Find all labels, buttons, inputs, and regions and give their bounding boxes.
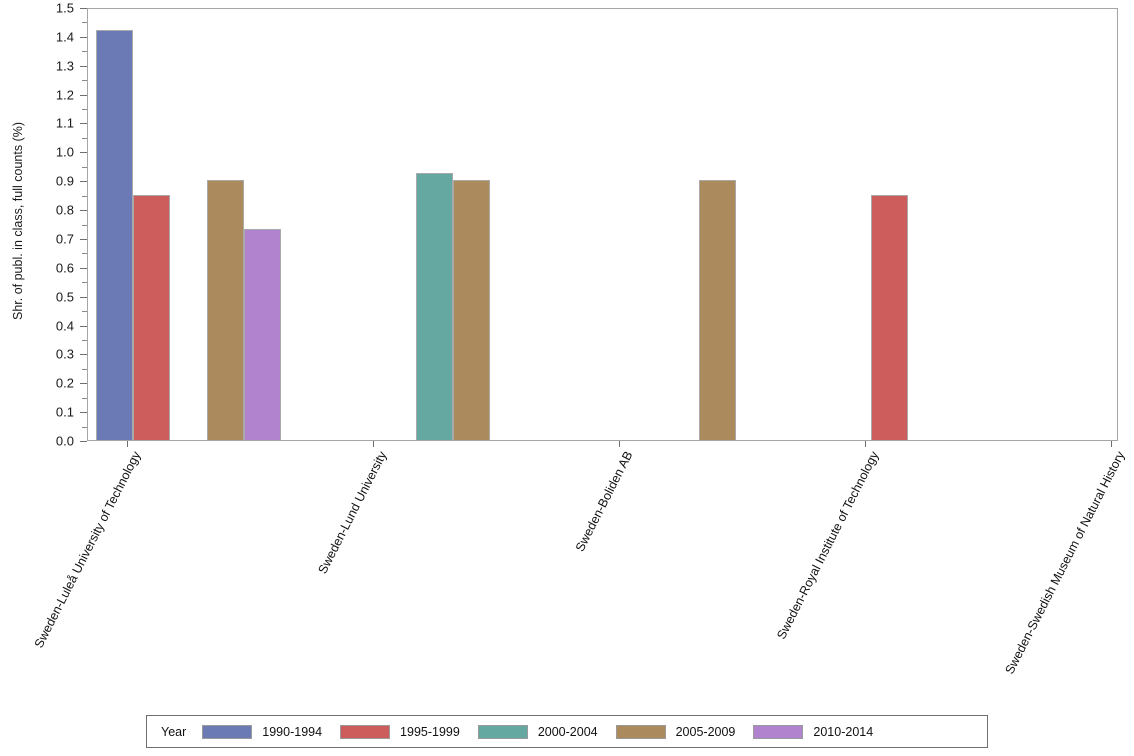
y-tick-label: 0.3 bbox=[55, 346, 74, 362]
y-tick-label: 0.2 bbox=[55, 375, 74, 391]
chart-legend: Year 1990-1994 1995-1999 2000-2004 2005-200… bbox=[146, 715, 988, 748]
y-tick-mark bbox=[80, 267, 87, 269]
y-tick-minor-mark bbox=[82, 311, 87, 313]
legend-label: 1990-1994 bbox=[262, 724, 323, 739]
y-tick-minor-mark bbox=[82, 282, 87, 284]
y-tick-minor-mark bbox=[82, 80, 87, 82]
y-tick-minor-mark bbox=[82, 51, 87, 53]
x-tick-mark bbox=[373, 441, 374, 447]
y-tick-minor-mark bbox=[82, 339, 87, 341]
legend-label: 1995-1999 bbox=[400, 724, 460, 739]
y-tick-minor-mark bbox=[82, 166, 87, 168]
y-tick-label: 0.7 bbox=[55, 231, 74, 247]
legend-swatch bbox=[340, 724, 391, 739]
y-tick-label: 1.5 bbox=[55, 0, 74, 16]
legend-swatch bbox=[202, 724, 253, 739]
x-tick-mark bbox=[865, 441, 866, 447]
y-tick-minor-mark bbox=[82, 137, 87, 139]
legend-entry[interactable]: 1990-1994 bbox=[202, 724, 323, 739]
y-tick-mark bbox=[80, 354, 87, 356]
y-tick-label: 0.6 bbox=[55, 260, 74, 276]
x-tick-label: Sweden-Luleå University of Technology bbox=[31, 449, 144, 651]
y-tick-label: 0.0 bbox=[55, 433, 74, 449]
legend-entry[interactable]: 1995-1999 bbox=[340, 724, 460, 739]
y-tick-label: 1.0 bbox=[55, 144, 74, 160]
y-tick-mark bbox=[80, 383, 87, 385]
y-tick-minor-mark bbox=[82, 397, 87, 399]
bar bbox=[133, 194, 170, 440]
y-tick-minor-mark bbox=[82, 368, 87, 370]
y-tick-mark bbox=[80, 36, 87, 38]
y-tick-minor-mark bbox=[82, 426, 87, 428]
x-tick-label: Sweden-Lund University bbox=[315, 449, 390, 577]
y-tick-mark bbox=[80, 238, 87, 240]
legend-label: 2005-2009 bbox=[675, 724, 736, 739]
bar bbox=[699, 180, 736, 440]
legend-label: 2000-2004 bbox=[537, 724, 598, 739]
y-tick-label: 0.8 bbox=[55, 202, 74, 218]
plot-area bbox=[87, 8, 1118, 441]
y-tick-label: 0.9 bbox=[55, 173, 74, 189]
y-tick-mark bbox=[80, 412, 87, 414]
y-tick-mark bbox=[80, 65, 87, 67]
y-tick-minor-mark bbox=[82, 109, 87, 111]
bars-layer bbox=[88, 9, 1117, 440]
y-tick-mark bbox=[80, 210, 87, 212]
y-tick-mark bbox=[80, 123, 87, 125]
bar bbox=[871, 194, 908, 440]
y-axis: 0.0 0.1 0.2 0.3 0.4 0.5 0.6 0.7 0.8 0.9 1.0 1.1 1.2 1… bbox=[0, 0, 87, 448]
y-tick-label: 1.3 bbox=[55, 58, 74, 74]
x-tick-label: Sweden-Swedish Museum of Natural History bbox=[1002, 449, 1128, 677]
x-tick-mark bbox=[1111, 441, 1112, 447]
legend-swatch bbox=[753, 724, 804, 739]
y-tick-mark bbox=[80, 8, 87, 9]
y-tick-label: 1.1 bbox=[55, 115, 74, 131]
legend-entry[interactable]: 2005-2009 bbox=[615, 724, 736, 739]
y-tick-minor-mark bbox=[82, 22, 87, 24]
x-tick-mark bbox=[619, 441, 620, 447]
y-tick-label: 0.5 bbox=[55, 289, 74, 305]
y-tick-mark bbox=[80, 441, 87, 442]
x-tick-label: Sweden-Boliden AB bbox=[572, 449, 636, 554]
legend-entry[interactable]: 2010-2014 bbox=[753, 724, 874, 739]
x-axis: Sweden-Luleå University of Technology Swe… bbox=[32, 441, 1127, 701]
legend-entry[interactable]: 2000-2004 bbox=[477, 724, 598, 739]
y-tick-mark bbox=[80, 152, 87, 154]
y-tick-minor-mark bbox=[82, 224, 87, 226]
legend-title: Year bbox=[161, 724, 187, 739]
y-tick-minor-mark bbox=[82, 195, 87, 197]
x-tick-label: Sweden-Royal Institute of Technology bbox=[774, 449, 882, 642]
y-tick-label: 1.2 bbox=[55, 87, 74, 103]
x-tick-mark bbox=[127, 441, 128, 447]
legend-swatch bbox=[477, 724, 528, 739]
y-tick-mark bbox=[80, 181, 87, 183]
y-tick-label: 1.4 bbox=[55, 29, 74, 45]
y-tick-label: 0.1 bbox=[55, 404, 74, 420]
y-tick-minor-mark bbox=[82, 253, 87, 255]
bar bbox=[96, 30, 133, 440]
y-tick-mark bbox=[80, 296, 87, 298]
y-tick-label: 0.4 bbox=[55, 318, 74, 334]
y-tick-mark bbox=[80, 325, 87, 327]
bar bbox=[207, 180, 244, 440]
bar bbox=[453, 180, 490, 440]
legend-swatch bbox=[615, 724, 666, 739]
legend-label: 2010-2014 bbox=[813, 724, 874, 739]
bar bbox=[244, 229, 281, 440]
bar bbox=[416, 172, 453, 440]
y-tick-mark bbox=[80, 94, 87, 96]
